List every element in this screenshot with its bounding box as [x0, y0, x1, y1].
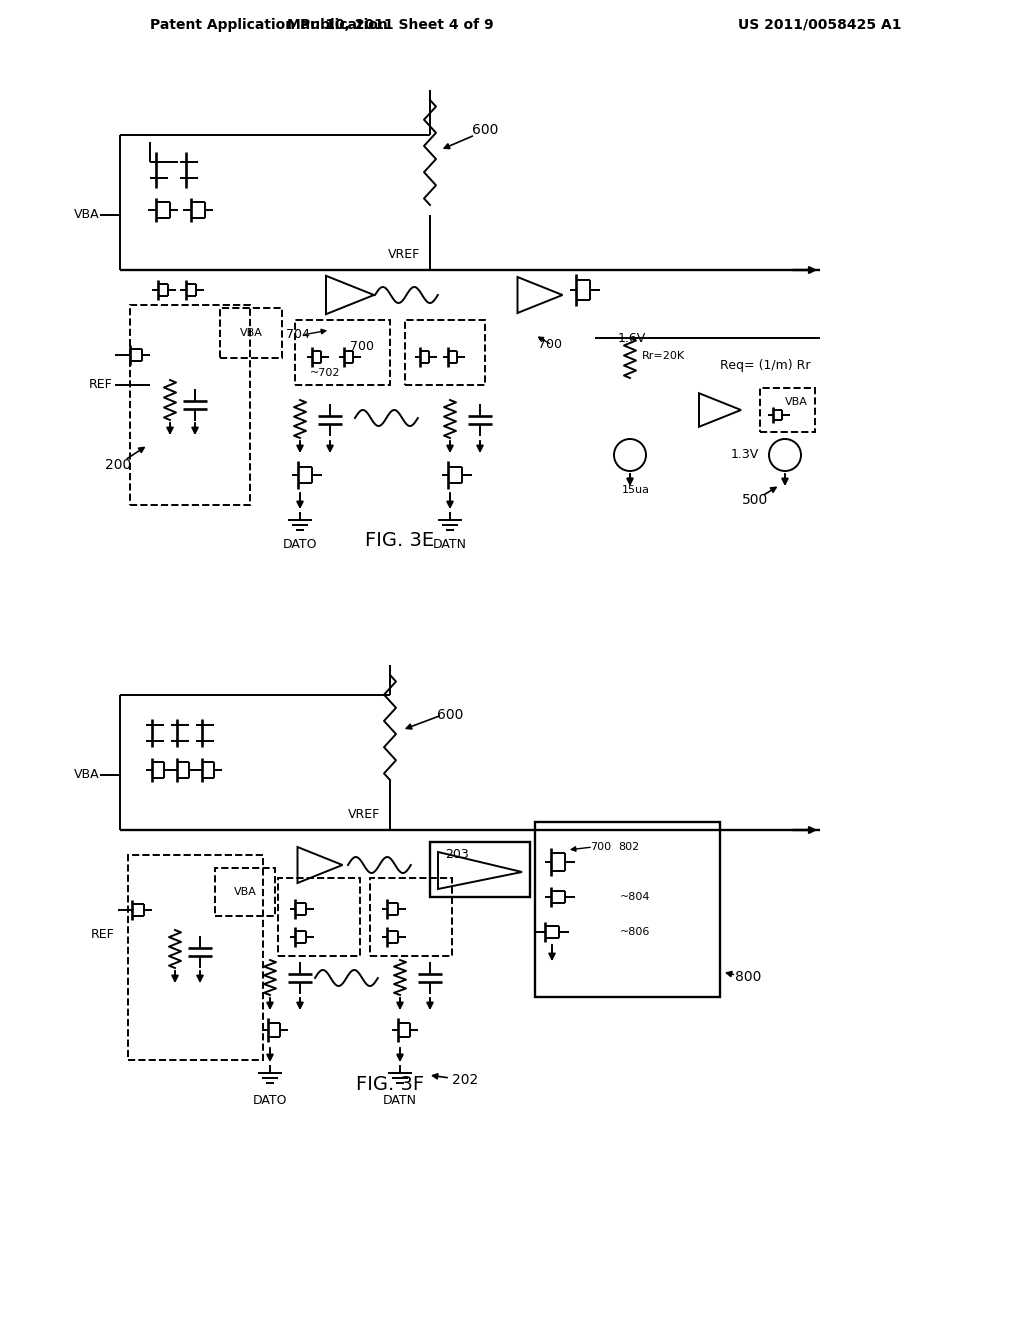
Text: VBA: VBA: [75, 768, 100, 781]
Bar: [128, 855, 263, 1060]
Text: 1.6V: 1.6V: [618, 331, 646, 345]
Text: REF: REF: [88, 379, 112, 392]
Bar: [220, 308, 282, 358]
Text: 202: 202: [452, 1073, 478, 1086]
Bar: [760, 388, 815, 432]
Text: 200: 200: [104, 458, 131, 473]
Text: 700: 700: [590, 842, 611, 851]
Bar: [278, 878, 360, 956]
Bar: [130, 305, 250, 506]
Text: Patent Application Publication: Patent Application Publication: [150, 18, 388, 32]
Text: DATO: DATO: [253, 1093, 288, 1106]
Bar: [406, 319, 485, 385]
Text: 203: 203: [445, 847, 469, 861]
Text: VREF: VREF: [348, 808, 380, 821]
Text: REF: REF: [90, 928, 114, 941]
Text: FIG. 3F: FIG. 3F: [356, 1076, 424, 1094]
Text: VBA: VBA: [240, 327, 262, 338]
Text: ~702: ~702: [310, 368, 341, 378]
Text: 800: 800: [735, 970, 762, 983]
Text: VBA: VBA: [785, 397, 808, 407]
Text: 600: 600: [472, 123, 499, 137]
Text: 1.3V: 1.3V: [731, 449, 759, 462]
Text: Rr=20K: Rr=20K: [642, 351, 685, 360]
Text: 704: 704: [286, 329, 310, 342]
Text: 802: 802: [618, 842, 639, 851]
Text: VBA: VBA: [233, 887, 256, 898]
Bar: [535, 822, 720, 997]
Text: Req= (1/m) Rr: Req= (1/m) Rr: [720, 359, 811, 371]
Bar: [430, 842, 530, 898]
Text: DATO: DATO: [283, 539, 317, 552]
Bar: [215, 869, 275, 916]
Text: 700: 700: [538, 338, 562, 351]
Text: 700: 700: [350, 341, 374, 354]
Text: ~806: ~806: [620, 927, 650, 937]
Bar: [295, 319, 390, 385]
Text: 600: 600: [437, 708, 463, 722]
Text: US 2011/0058425 A1: US 2011/0058425 A1: [738, 18, 902, 32]
Bar: [370, 878, 452, 956]
Text: DATN: DATN: [383, 1093, 417, 1106]
Text: 500: 500: [741, 492, 768, 507]
Text: VBA: VBA: [75, 209, 100, 222]
Text: ~804: ~804: [620, 892, 650, 902]
Text: DATN: DATN: [433, 539, 467, 552]
Text: Mar. 10, 2011 Sheet 4 of 9: Mar. 10, 2011 Sheet 4 of 9: [287, 18, 494, 32]
Text: FIG. 3E: FIG. 3E: [366, 531, 434, 549]
Text: 15ua: 15ua: [622, 484, 650, 495]
Text: VREF: VREF: [388, 248, 420, 261]
